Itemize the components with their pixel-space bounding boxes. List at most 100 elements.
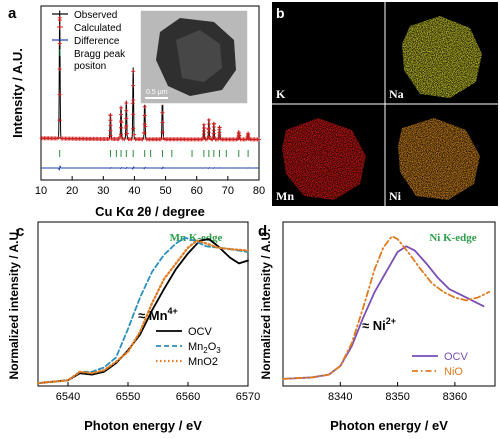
x-tick-label: 50 — [159, 185, 171, 197]
panel-d-x-ticks: 8340 8350 8360 — [328, 382, 467, 403]
x-tick-label: 6550 — [116, 391, 140, 403]
calculated-point — [160, 120, 165, 125]
calculated-point — [122, 137, 127, 142]
panel-a-frame — [40, 5, 260, 181]
panel-d-annotation: ≈ Ni2+ — [362, 316, 396, 333]
panel-d-legend: OCV NiO — [412, 351, 469, 378]
panel-a-plot — [39, 10, 261, 171]
calculated-point — [201, 122, 206, 127]
calculated-point — [160, 130, 165, 135]
panel-c: c Mn K-edge 6540 6550 6560 6570 Photon ener… — [7, 221, 260, 433]
panel-c-title: Mn K-edge — [170, 232, 223, 244]
calculated-point — [108, 128, 113, 133]
calculated-point — [131, 83, 136, 88]
panel-d-y-label: Normalized intensity / A.U. — [259, 229, 273, 380]
calculated-point — [206, 122, 211, 127]
x-tick-label: 70 — [222, 185, 234, 197]
legend-label: Bragg peak — [74, 49, 126, 60]
x-tick-label: 8350 — [385, 391, 409, 403]
calculated-point — [143, 124, 148, 129]
legend-label-cont: positon — [74, 61, 106, 72]
calculated-point — [206, 126, 211, 131]
calculated-point — [57, 92, 62, 97]
calculated-point — [116, 137, 121, 142]
panel-c-x-ticks: 6540 6550 6560 6570 — [56, 382, 260, 403]
calculated-point — [142, 113, 147, 118]
calculated-point — [124, 131, 129, 136]
difference-line — [41, 165, 259, 171]
calculated-point — [206, 134, 211, 139]
calculated-point — [206, 117, 211, 122]
inset-scalebar-label: 0.5 μm — [146, 89, 168, 96]
panel-d-frame — [282, 221, 496, 387]
calculated-point — [119, 105, 124, 110]
legend-label: NiO — [444, 366, 463, 378]
panel-c-frame — [37, 221, 249, 387]
calculated-point — [131, 126, 136, 131]
map-label-ni: Ni — [389, 189, 402, 203]
calculated-point — [57, 41, 62, 46]
calculated-point — [142, 122, 147, 127]
calculated-point — [158, 137, 163, 142]
calculated-point — [129, 137, 134, 142]
calculated-point — [160, 110, 165, 115]
calculated-point — [57, 118, 62, 123]
panel-d-x-label: Photon energy / eV — [330, 418, 448, 433]
x-tick-label: 30 — [97, 185, 109, 197]
map-label-mn: Mn — [276, 189, 294, 203]
calculated-point — [131, 98, 136, 103]
calculated-point — [123, 125, 128, 130]
panel-c-x-label: Photon energy / eV — [84, 418, 202, 433]
x-tick-label: 80 — [253, 185, 265, 197]
panel-c-plot — [36, 236, 250, 385]
x-tick-label: 10 — [35, 185, 47, 197]
panel-d-letter: d — [258, 223, 267, 240]
calculated-point — [124, 100, 129, 105]
calculated-point — [131, 69, 136, 74]
calculated-point — [119, 112, 124, 117]
eds-map-na — [398, 12, 488, 102]
calculated-point — [132, 132, 137, 137]
legend-label: OCV — [188, 326, 213, 338]
calculated-point — [57, 67, 62, 72]
bragg-positions — [59, 150, 249, 157]
tem-inset-image: 0.5 μm — [139, 9, 249, 105]
x-tick-label: 8340 — [328, 391, 352, 403]
series-line-nio — [282, 235, 491, 380]
calculated-point — [56, 135, 61, 140]
x-tick-label: 6570 — [236, 391, 260, 403]
calculated-point — [108, 123, 113, 128]
panel-b: b K Na Mn Ni — [272, 2, 498, 206]
panel-a-letter: a — [8, 5, 17, 22]
panel-c-letter: c — [16, 223, 24, 240]
panel-a-x-label: Cu Kα 2θ / degree — [95, 204, 205, 219]
calculated-point — [124, 124, 129, 128]
calculated-point — [118, 135, 123, 140]
panel-c-y-label: Normalized intensity / A.U. — [7, 229, 21, 380]
legend-label: Observed — [74, 10, 117, 21]
calculated-point — [108, 133, 113, 138]
calculated-points — [39, 15, 261, 142]
legend-swatch-calculated — [57, 24, 63, 30]
calculated-point — [119, 132, 124, 137]
calculated-point — [206, 130, 211, 135]
calculated-point — [236, 130, 241, 135]
panel-a-y-label: Intensity / A.U. — [10, 48, 25, 138]
calculated-point — [57, 15, 62, 20]
calculated-point — [124, 108, 129, 113]
legend-label: Difference — [74, 36, 120, 47]
panel-d: d Ni K-edge 8340 8350 8360 Photon energy /… — [258, 221, 496, 433]
series-line-mno2 — [36, 239, 250, 385]
calculated-point — [140, 137, 145, 142]
panel-d-plot — [282, 235, 491, 380]
calculated-point — [131, 112, 136, 117]
panel-a-legend: Observed Calculated Difference Bragg peakpo… — [52, 10, 126, 72]
calculated-point — [124, 116, 129, 121]
calculated-point — [108, 113, 113, 118]
x-tick-label: 8360 — [443, 391, 467, 403]
panel-d-title: Ni K-edge — [429, 232, 476, 244]
calculated-point — [246, 131, 251, 136]
calculated-point — [119, 125, 124, 130]
legend-label: Calculated — [74, 23, 121, 34]
